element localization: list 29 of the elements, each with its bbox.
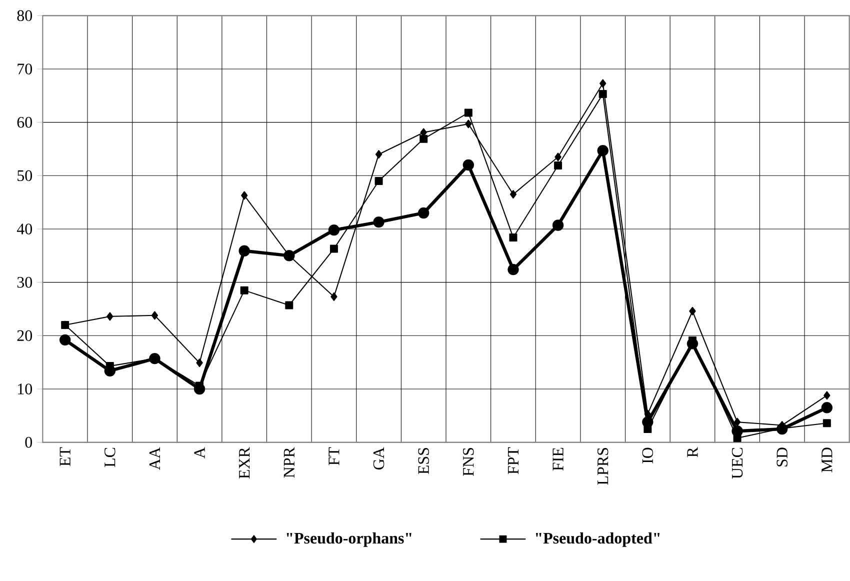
x-tick-label: EXR	[239, 447, 250, 479]
x-tick-label: UEC	[732, 448, 743, 479]
y-tick-label: 0	[25, 436, 32, 448]
x-tick-label: AA	[149, 447, 160, 470]
legend-label: "Pseudo-adopted"	[536, 532, 660, 547]
y-tick-label: 10	[18, 384, 32, 394]
x-tick-label: NPR	[284, 447, 294, 478]
y-tick-label: 60	[17, 116, 32, 128]
x-tick-label: ESS	[418, 448, 429, 474]
x-tick-label: FT	[328, 447, 340, 466]
x-tick-label: LC	[104, 448, 116, 468]
x-tick-label: SD	[776, 448, 788, 466]
x-tick-label: FPT	[508, 447, 518, 474]
x-tick-label: GA	[373, 447, 384, 470]
x-tick-label: A	[194, 447, 205, 458]
x-tick-label: ET	[60, 447, 70, 466]
legend-label: "Pseudo-orphans"	[286, 532, 412, 547]
x-tick-label: R	[687, 447, 698, 458]
y-tick-label: 50	[18, 170, 32, 182]
y-tick-label: 40	[16, 224, 32, 234]
y-tick-label: 20	[17, 330, 32, 342]
x-tick-label: FNS	[463, 448, 474, 476]
y-tick-label: 30	[17, 276, 32, 288]
x-tick-label: IO	[642, 448, 654, 464]
x-tick-label: LPRS	[597, 448, 608, 485]
x-tick-label: FIE	[552, 448, 564, 471]
y-tick-label: 70	[18, 64, 32, 74]
y-tick-label: 80	[17, 10, 32, 22]
x-tick-label: MD	[822, 448, 832, 472]
